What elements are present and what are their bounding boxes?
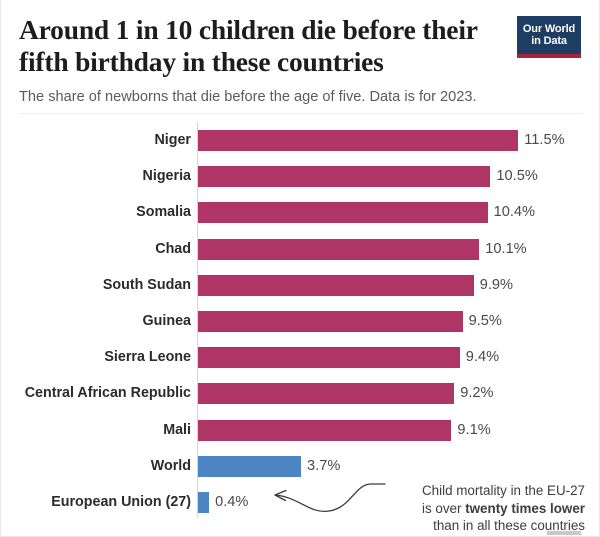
bar-row[interactable]: European Union (27) 0.4% bbox=[1, 484, 600, 520]
bar-category-label: South Sudan bbox=[102, 276, 191, 293]
bar-row[interactable]: Nigeria 10.5% bbox=[1, 158, 600, 194]
bar-category-label: Central African Republic bbox=[24, 385, 191, 402]
annotation-line-2-prefix: is over bbox=[422, 500, 466, 516]
bar[interactable] bbox=[198, 274, 474, 296]
annotation-line-3: than in all these countries bbox=[433, 518, 585, 534]
bar-row[interactable]: Central African Republic 9.2% bbox=[1, 375, 600, 411]
bar[interactable] bbox=[198, 492, 210, 513]
bar-value-label: 9.4% bbox=[465, 349, 500, 366]
bar[interactable] bbox=[198, 166, 491, 188]
bar-value-label: 11.5% bbox=[524, 132, 565, 148]
bar-row[interactable]: World 3.7% bbox=[1, 448, 600, 484]
bar-row[interactable]: Chad 10.1% bbox=[1, 231, 600, 267]
plot-area: Niger 11.5% Nigeria 10.5% Somalia 10.4% Chad 10… bbox=[1, 120, 600, 520]
annotation-text: Child mortality in the EU-27 is over twe… bbox=[379, 482, 585, 535]
annotation-line-2-bold: twenty times lower bbox=[465, 500, 585, 516]
bar-category-label: Sierra Leone bbox=[104, 349, 191, 366]
bar[interactable] bbox=[198, 202, 488, 224]
y-axis-line bbox=[197, 122, 199, 518]
logo-line-1: Our World bbox=[522, 22, 576, 35]
bar-value-label: 9.9% bbox=[479, 276, 513, 293]
bar-category-label: Mali bbox=[163, 421, 191, 438]
our-world-in-data-logo[interactable]: Our World in Data bbox=[517, 16, 581, 58]
bar-row[interactable]: Somalia 10.4% bbox=[1, 194, 600, 230]
bar-value-label: 10.4% bbox=[493, 204, 536, 221]
bar-value-label: 9.2% bbox=[460, 385, 494, 402]
logo-line-2: in Data bbox=[531, 35, 567, 47]
bar[interactable] bbox=[198, 238, 480, 260]
chart-subtitle: The share of newborns that die before th… bbox=[19, 89, 477, 105]
bar-value-label: 0.4% bbox=[215, 494, 249, 510]
header-divider bbox=[19, 113, 583, 114]
bottom-marker bbox=[547, 531, 581, 535]
bar-category-label: Niger bbox=[154, 132, 191, 148]
bar-row[interactable]: Sierra Leone 9.4% bbox=[1, 339, 600, 375]
bar-category-label: Chad bbox=[155, 240, 191, 257]
bar-value-label: 10.5% bbox=[496, 168, 538, 185]
bar-category-label: Guinea bbox=[142, 313, 191, 329]
bar-value-label: 9.1% bbox=[457, 421, 491, 438]
bar-category-label: World bbox=[150, 457, 191, 474]
bar-row[interactable]: Guinea 9.5% bbox=[1, 303, 600, 339]
bar-value-label: 10.1% bbox=[485, 240, 527, 257]
annotation-line-1: Child mortality in the EU-27 bbox=[422, 483, 585, 498]
logo-box: Our World in Data bbox=[517, 16, 581, 54]
bar-value-label: 3.7% bbox=[307, 457, 341, 474]
bar-category-label: Nigeria bbox=[142, 168, 191, 185]
bar[interactable] bbox=[198, 419, 452, 441]
bar[interactable] bbox=[198, 311, 463, 332]
chart-header: Around 1 in 10 children die before their… bbox=[1, 0, 600, 107]
bar-category-label: European Union (27) bbox=[51, 494, 191, 510]
bar-row[interactable]: Niger 11.5% bbox=[1, 122, 600, 158]
bar-value-label: 9.5% bbox=[468, 313, 502, 329]
logo-underline bbox=[517, 54, 581, 58]
bar[interactable] bbox=[198, 455, 302, 477]
bar[interactable] bbox=[198, 383, 455, 405]
bar[interactable] bbox=[198, 130, 519, 151]
chart-title: Around 1 in 10 children die before their… bbox=[19, 14, 478, 77]
bar-row[interactable]: Mali 9.1% bbox=[1, 412, 600, 448]
bar-row[interactable]: South Sudan 9.9% bbox=[1, 267, 600, 303]
bar[interactable] bbox=[198, 347, 460, 369]
bar-category-label: Somalia bbox=[136, 204, 191, 221]
